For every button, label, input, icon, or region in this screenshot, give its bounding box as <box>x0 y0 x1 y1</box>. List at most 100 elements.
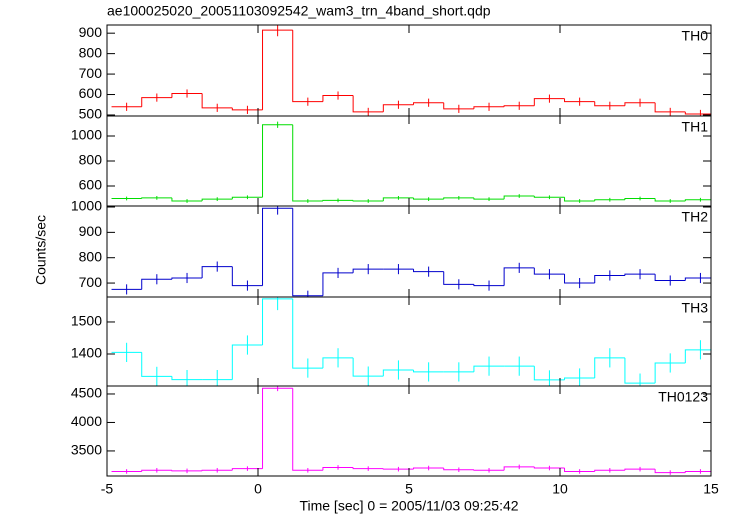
step-segment <box>262 387 293 469</box>
step-segment <box>533 466 565 469</box>
step-segment <box>503 195 535 200</box>
step-segment <box>413 102 444 105</box>
step-segment <box>231 107 263 111</box>
step-segment <box>624 273 656 276</box>
step-segment <box>684 349 711 363</box>
step-segment <box>171 470 203 472</box>
step-segment <box>262 298 293 346</box>
y-tick-label: 800 <box>79 248 103 264</box>
step-segment <box>413 197 444 200</box>
step-segment <box>201 469 233 471</box>
step-segment <box>654 469 686 474</box>
step-segment <box>382 197 414 201</box>
step-segment <box>564 377 595 380</box>
panel-frame <box>106 205 712 298</box>
step-segment <box>684 199 711 201</box>
y-tick-label: 700 <box>79 65 103 81</box>
step-segment <box>413 369 444 373</box>
step-segment <box>141 278 172 290</box>
step-segment <box>382 104 414 112</box>
step-segment <box>503 466 535 471</box>
step-segment <box>564 274 595 284</box>
step-segment <box>473 365 505 372</box>
y-tick-label: 600 <box>79 177 103 193</box>
y-tick-label: 700 <box>79 274 103 290</box>
step-segment <box>473 469 505 471</box>
step-segment <box>292 30 323 103</box>
step-segment <box>684 470 711 473</box>
y-tick-label: 4000 <box>71 413 102 429</box>
panel-data <box>111 386 711 475</box>
step-segment <box>231 196 263 200</box>
step-segment <box>141 469 172 472</box>
step-segment <box>171 197 203 202</box>
step-segment <box>654 102 686 113</box>
step-segment <box>352 200 384 202</box>
panel-frame <box>106 296 712 387</box>
step-segment <box>201 198 233 201</box>
step-segment <box>322 357 354 369</box>
x-tick-label: 5 <box>405 481 413 497</box>
step-segment <box>654 274 686 282</box>
y-tick-label: 3500 <box>71 442 102 458</box>
step-segment <box>141 197 172 199</box>
y-tick-label: 1000 <box>71 198 102 214</box>
step-segment <box>533 366 565 381</box>
step-segment <box>382 369 414 377</box>
step-segment <box>564 468 595 472</box>
panel-label: TH1 <box>682 119 709 135</box>
y-tick-label: 1500 <box>71 313 102 329</box>
step-segment <box>473 284 505 287</box>
step-segment <box>533 267 565 275</box>
step-segment <box>624 102 656 106</box>
step-segment <box>533 196 565 198</box>
chart-title: ae100025020_20051103092542_wam3_trn_4ban… <box>107 3 491 19</box>
step-segment <box>292 298 323 369</box>
step-segment <box>322 272 354 296</box>
step-segment <box>413 467 444 470</box>
step-segment <box>262 207 293 286</box>
step-segment <box>594 199 625 201</box>
panel-frame <box>106 24 712 117</box>
step-segment <box>231 266 263 287</box>
step-segment <box>292 208 323 297</box>
x-tick-label: -5 <box>101 481 114 497</box>
step-segment <box>654 198 686 202</box>
step-segment <box>413 269 444 273</box>
panel-data <box>111 297 711 386</box>
step-segment <box>201 93 233 109</box>
step-segment <box>231 468 263 471</box>
y-tick-label: 1000 <box>71 127 102 143</box>
y-tick-label: 4500 <box>71 385 102 401</box>
step-segment <box>443 468 474 471</box>
step-segment <box>624 468 656 471</box>
y-tick-label: 800 <box>79 44 103 60</box>
step-segment <box>443 102 474 110</box>
step-segment <box>684 111 711 115</box>
panel-label: TH2 <box>682 209 709 225</box>
x-tick-label: 15 <box>703 481 719 497</box>
panel-data <box>111 206 711 297</box>
x-tick-label: 10 <box>552 481 568 497</box>
panel-frame <box>106 385 712 477</box>
step-segment <box>443 271 474 285</box>
x-axis-label: Time [sec] 0 = 2005/11/03 09:25:42 <box>299 498 518 514</box>
step-segment <box>171 376 203 381</box>
step-segment <box>352 357 384 377</box>
step-segment <box>564 98 595 103</box>
y-tick-label: 800 <box>79 152 103 168</box>
step-segment <box>594 469 625 472</box>
step-segment <box>594 357 625 378</box>
step-segment <box>654 362 686 384</box>
step-segment <box>262 29 293 110</box>
step-segment <box>352 95 384 113</box>
panel-label: TH3 <box>682 300 709 316</box>
step-segment <box>171 93 203 98</box>
step-segment <box>624 357 656 384</box>
x-tick-label: 0 <box>254 481 262 497</box>
panel-data <box>111 25 711 116</box>
step-segment <box>352 268 384 273</box>
step-segment <box>141 352 172 377</box>
step-segment <box>322 466 354 471</box>
